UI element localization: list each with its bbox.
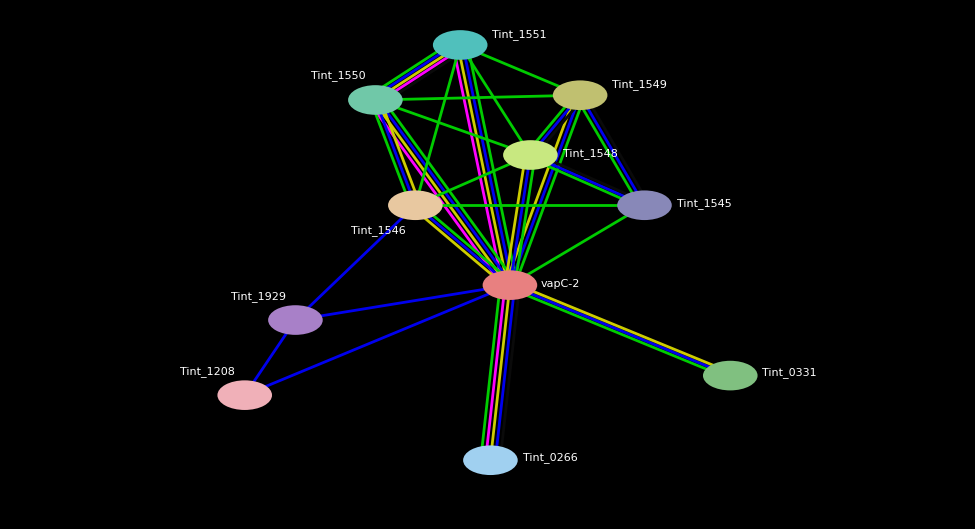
Text: Tint_1546: Tint_1546 <box>351 225 406 236</box>
Circle shape <box>483 270 537 300</box>
Circle shape <box>388 190 443 220</box>
Circle shape <box>503 140 558 170</box>
Text: Tint_0331: Tint_0331 <box>762 368 817 378</box>
Text: Tint_1548: Tint_1548 <box>563 148 617 159</box>
Circle shape <box>553 80 607 110</box>
Text: Tint_1929: Tint_1929 <box>231 290 286 302</box>
Circle shape <box>463 445 518 475</box>
Text: Tint_1549: Tint_1549 <box>612 79 667 90</box>
Circle shape <box>703 361 758 390</box>
Circle shape <box>617 190 672 220</box>
Circle shape <box>217 380 272 410</box>
Circle shape <box>348 85 403 115</box>
Text: vapC-2: vapC-2 <box>541 279 580 288</box>
Text: Tint_1208: Tint_1208 <box>180 366 235 377</box>
Text: Tint_1545: Tint_1545 <box>677 198 731 209</box>
Text: Tint_1550: Tint_1550 <box>311 70 366 81</box>
Circle shape <box>433 30 488 60</box>
Circle shape <box>268 305 323 335</box>
Text: Tint_1551: Tint_1551 <box>492 29 547 40</box>
Text: Tint_0266: Tint_0266 <box>523 452 577 463</box>
